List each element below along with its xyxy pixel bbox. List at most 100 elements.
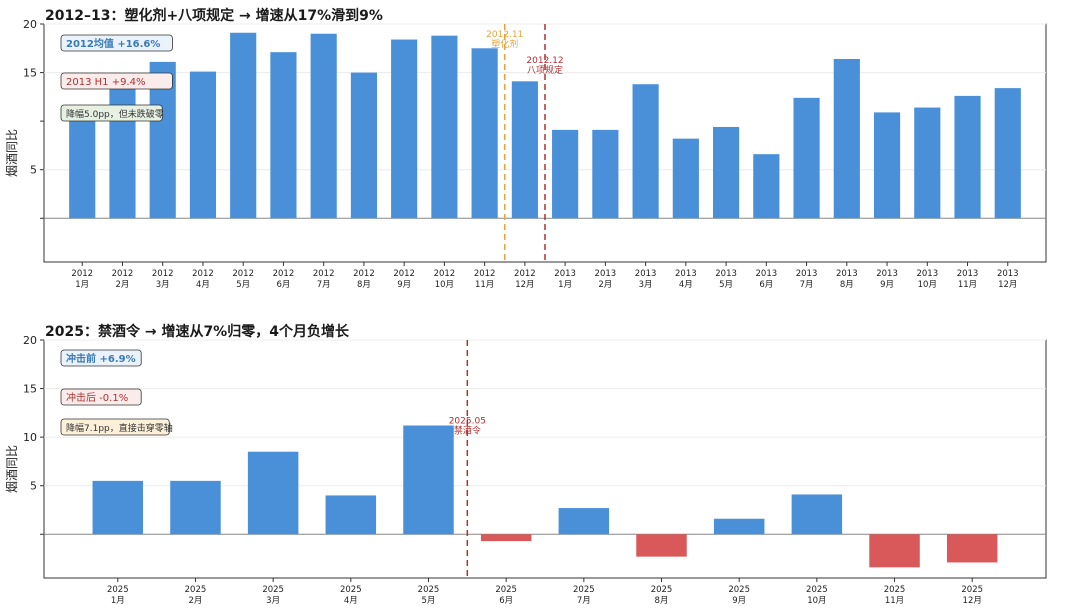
x-tick-month: 8月 [655,596,669,606]
bar-2012-15 [632,84,659,219]
x-tick-year: 2013 [997,269,1019,279]
x-tick-month: 11月 [958,280,977,290]
x-tick-year: 2013 [756,269,778,279]
x-tick-year: 2012 [192,269,214,279]
x-tick-month: 7月 [577,596,591,606]
bar-2025-3 [247,451,299,535]
bar-2012-2 [109,76,136,219]
annotation-text: 降幅7.1pp，直接击穿零轴 [66,422,173,434]
x-tick-year: 2025 [573,585,595,595]
y-axis-label: 烟酒同比 [5,129,19,177]
bar-2012-1 [69,107,96,219]
bar-2012-20 [833,58,860,219]
x-tick-month: 5月 [236,280,250,290]
x-tick-month: 11月 [885,596,904,606]
x-tick-month: 12月 [515,280,534,290]
annotation-text: 降幅5.0pp，但未跌破零 [66,108,164,120]
annotation-box [60,388,142,406]
bar-2012-10 [431,35,458,219]
x-tick-year: 2013 [916,269,938,279]
bar-2012-16 [672,138,699,219]
bar-2012-11 [471,48,498,219]
x-tick-year: 2025 [806,585,828,595]
x-tick-year: 2012 [112,269,134,279]
bar-2025-1 [92,480,144,535]
bar-2012-8 [350,72,377,219]
y-tick-label: 15 [23,383,37,396]
x-tick-year: 2013 [876,269,898,279]
x-tick-month: 8月 [357,280,371,290]
x-tick-year: 2013 [836,269,858,279]
bar-2012-4 [189,71,217,219]
annotation-box [60,72,173,90]
bar-2025-12 [946,534,998,563]
x-tick-month: 9月 [732,596,746,606]
x-tick-year: 2012 [514,269,536,279]
x-tick-month: 2月 [598,280,612,290]
bar-2012-18 [753,154,780,219]
x-tick-month: 6月 [276,280,290,290]
x-tick-month: 10月 [435,280,454,290]
bar-2012-6 [270,52,297,219]
x-tick-year: 2012 [434,269,456,279]
bar-2012-14 [592,129,619,219]
bar-2025-6 [480,534,532,542]
x-tick-month: 1月 [558,280,572,290]
bar-2012-23 [954,95,981,219]
x-tick-month: 4月 [344,596,358,606]
y-tick-label: 10 [23,431,37,444]
x-tick-month: 8月 [840,280,854,290]
x-tick-year: 2012 [152,269,174,279]
bar-2025-4 [325,495,377,535]
x-tick-month: 4月 [196,280,210,290]
x-tick-year: 2012 [353,269,375,279]
x-tick-year: 2013 [554,269,576,279]
x-tick-month: 6月 [759,280,773,290]
event-label: 2025.05 [449,416,486,426]
y-axis-label: 烟酒同比 [5,445,19,493]
y-tick-label: 20 [23,18,37,31]
x-tick-year: 2013 [635,269,657,279]
bar-2012-24 [994,88,1021,219]
annotation-text: 2012均值 +16.6% [66,37,160,50]
x-tick-month: 6月 [499,596,513,606]
x-tick-month: 12月 [998,280,1017,290]
chart-title-2025: 2025：禁酒令 → 增速从7%归零，4个月负增长 [45,324,349,340]
bar-2012-12 [511,81,538,219]
x-tick-year: 2012 [71,269,93,279]
x-tick-month: 10月 [918,280,937,290]
x-tick-month: 3月 [639,280,653,290]
annotation-box [60,418,170,436]
x-tick-year: 2025 [340,585,362,595]
annotation-text: 2013 H1 +9.4% [66,77,145,88]
x-tick-month: 11月 [475,280,494,290]
bar-2012-9 [391,39,418,219]
x-tick-year: 2012 [232,269,254,279]
x-tick-year: 2025 [728,585,750,595]
x-tick-month: 9月 [397,280,411,290]
x-tick-year: 2025 [107,585,129,595]
x-tick-month: 3月 [266,596,280,606]
bar-2025-2 [170,480,221,535]
bar-2025-8 [636,534,687,557]
x-tick-month: 3月 [156,280,170,290]
x-tick-month: 4月 [679,280,693,290]
bar-2012-19 [793,97,820,219]
x-tick-year: 2012 [393,269,415,279]
x-tick-month: 7月 [317,280,331,290]
x-tick-year: 2025 [262,585,284,595]
y-tick-label: 20 [23,334,37,347]
x-tick-year: 2013 [715,269,737,279]
x-tick-month: 2月 [116,280,130,290]
x-tick-month: 12月 [963,596,982,606]
x-tick-month: 1月 [111,596,125,606]
x-tick-year: 2013 [675,269,697,279]
bar-2025-10 [791,494,843,535]
x-tick-month: 9月 [880,280,894,290]
event-label: 塑化剂 [491,38,518,50]
chart-title-2012: 2012–13：塑化剂+八项规定 → 增速从17%滑到9% [45,8,383,24]
x-tick-year: 2025 [651,585,673,595]
bar-2025-11 [869,534,920,568]
bar-2012-5 [230,32,257,219]
